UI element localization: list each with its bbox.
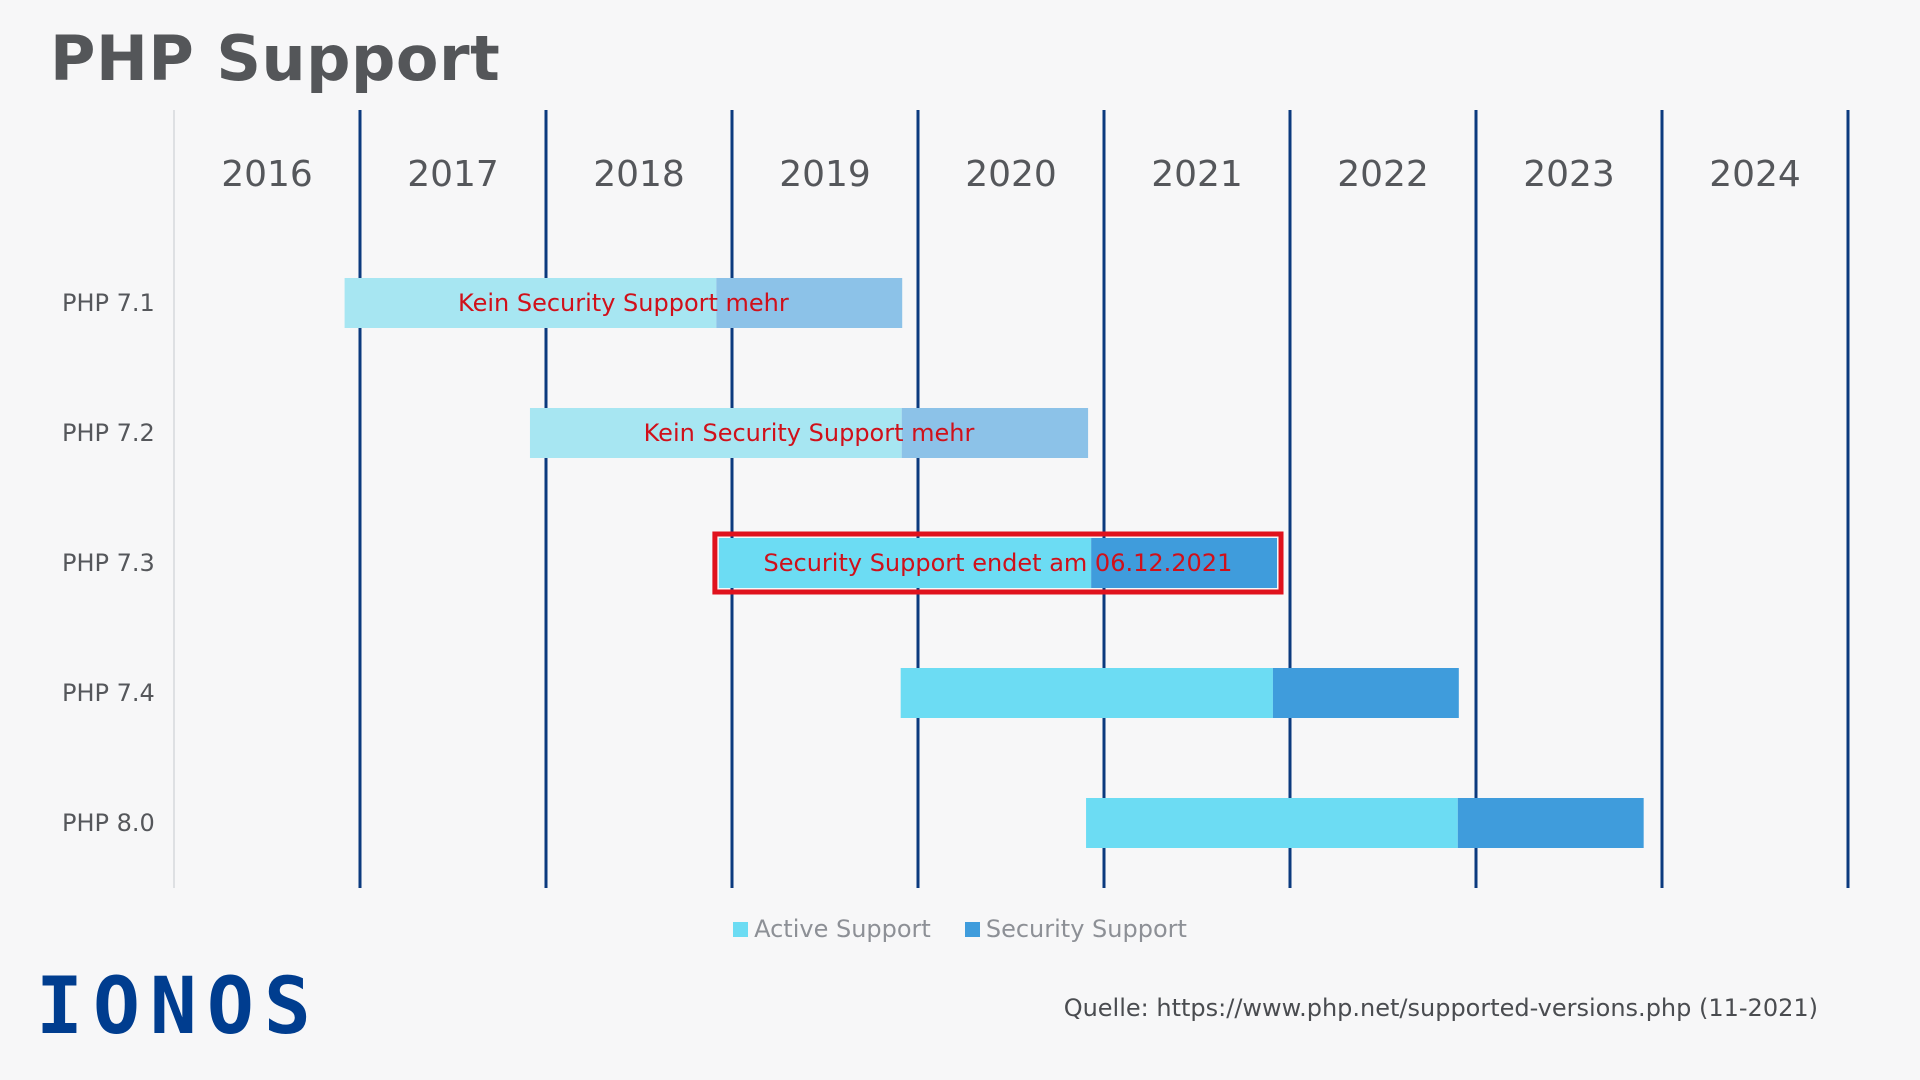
chart-title: PHP Support: [50, 22, 501, 95]
year-label-2019: 2019: [779, 154, 871, 195]
year-label-2021: 2021: [1151, 154, 1243, 195]
legend-swatch-active: [733, 921, 749, 937]
bar-active-php-7-2: [529, 408, 902, 458]
row-label-php-7-2: PHP 7.2: [62, 419, 155, 447]
year-label-2023: 2023: [1523, 154, 1615, 195]
legend-item-security: Security Support: [964, 915, 1187, 943]
row-label-php-7-4: PHP 7.4: [62, 679, 155, 707]
legend-item-active: Active Support: [733, 915, 931, 943]
year-label-2018: 2018: [593, 154, 685, 195]
year-label-2020: 2020: [965, 154, 1057, 195]
bar-active-php-8-0: [1086, 798, 1458, 848]
legend-label-security: Security Support: [985, 915, 1187, 943]
row-label-php-8-0: PHP 8.0: [62, 809, 155, 837]
bar-security-php-8-0: [1457, 798, 1644, 848]
bar-security-php-7-3: [1091, 538, 1278, 588]
legend: Active Support Security Support: [0, 915, 1920, 943]
bar-security-php-7-2: [901, 408, 1089, 458]
bar-active-php-7-1: [344, 278, 717, 328]
bar-active-php-7-3: [718, 538, 1092, 588]
source-note: Quelle: https://www.php.net/supported-ve…: [1063, 994, 1818, 1022]
bar-security-php-7-1: [716, 278, 903, 328]
year-label-2022: 2022: [1337, 154, 1429, 195]
year-label-2024: 2024: [1709, 154, 1801, 195]
row-label-php-7-3: PHP 7.3: [62, 549, 155, 577]
year-label-2016: 2016: [221, 154, 313, 195]
ionos-logo: IONOS: [36, 962, 321, 1052]
highlight-box-php-7-3: [712, 531, 1284, 595]
bar-active-php-7-4: [900, 668, 1273, 718]
year-label-2017: 2017: [407, 154, 499, 195]
annotation-php-7-2: Kein Security Support mehr: [644, 419, 975, 447]
annotation-php-7-3: Security Support endet am 06.12.2021: [764, 549, 1233, 577]
row-label-php-7-1: PHP 7.1: [62, 289, 155, 317]
bar-security-php-7-4: [1272, 668, 1459, 718]
legend-swatch-security: [964, 921, 980, 937]
legend-label-active: Active Support: [754, 915, 931, 943]
annotation-php-7-1: Kein Security Support mehr: [458, 289, 789, 317]
